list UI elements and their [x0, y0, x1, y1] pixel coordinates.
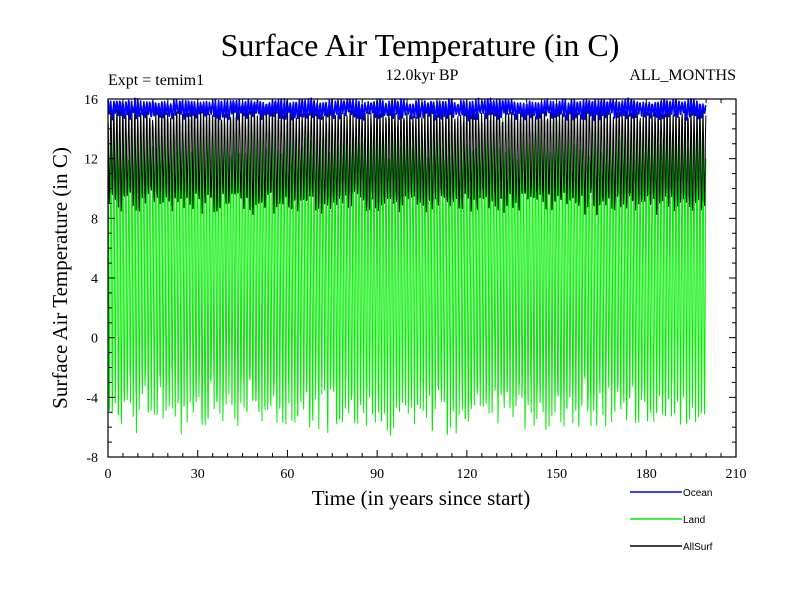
x-axis-ticks: 0 30 60 90 120 150 180 210	[105, 99, 747, 482]
x-tick-label: 30	[191, 467, 205, 482]
x-tick-label: 210	[726, 467, 747, 482]
legend-label-allsurf: AllSurf	[683, 542, 713, 553]
y-tick-label: 8	[91, 212, 98, 227]
series-line-ocean	[107, 97, 707, 122]
y-tick-label: 0	[91, 332, 98, 347]
y-tick-label: 12	[84, 153, 98, 168]
y-tick-label: 16	[84, 93, 98, 108]
series-line-land	[107, 110, 707, 436]
y-axis-label: Surface Air Temperature (in C)	[48, 147, 72, 409]
legend-label-ocean: Ocean	[683, 488, 712, 499]
period-label: 12.0kyr BP	[386, 67, 459, 84]
y-tick-label: -8	[86, 451, 98, 466]
y-tick-label: -4	[86, 391, 98, 406]
chart-title: Surface Air Temperature (in C)	[221, 27, 620, 63]
x-axis-label: Time (in years since start)	[312, 486, 531, 510]
x-tick-label: 150	[546, 467, 567, 482]
x-tick-label: 90	[370, 467, 384, 482]
months-label: ALL_MONTHS	[629, 67, 736, 84]
x-tick-label: 0	[105, 467, 112, 482]
chart-legend: Ocean Land AllSurf	[630, 488, 713, 553]
series-line-allsurf	[107, 102, 707, 216]
x-tick-label: 120	[456, 467, 477, 482]
experiment-label: Expt = temim1	[108, 72, 204, 89]
plot-series	[107, 97, 707, 436]
y-tick-label: 4	[91, 272, 98, 287]
x-tick-label: 60	[280, 467, 294, 482]
x-tick-label: 180	[636, 467, 657, 482]
legend-label-land: Land	[683, 515, 705, 526]
y-axis-ticks: -8 -4 0 4 8 12 16	[84, 93, 736, 466]
